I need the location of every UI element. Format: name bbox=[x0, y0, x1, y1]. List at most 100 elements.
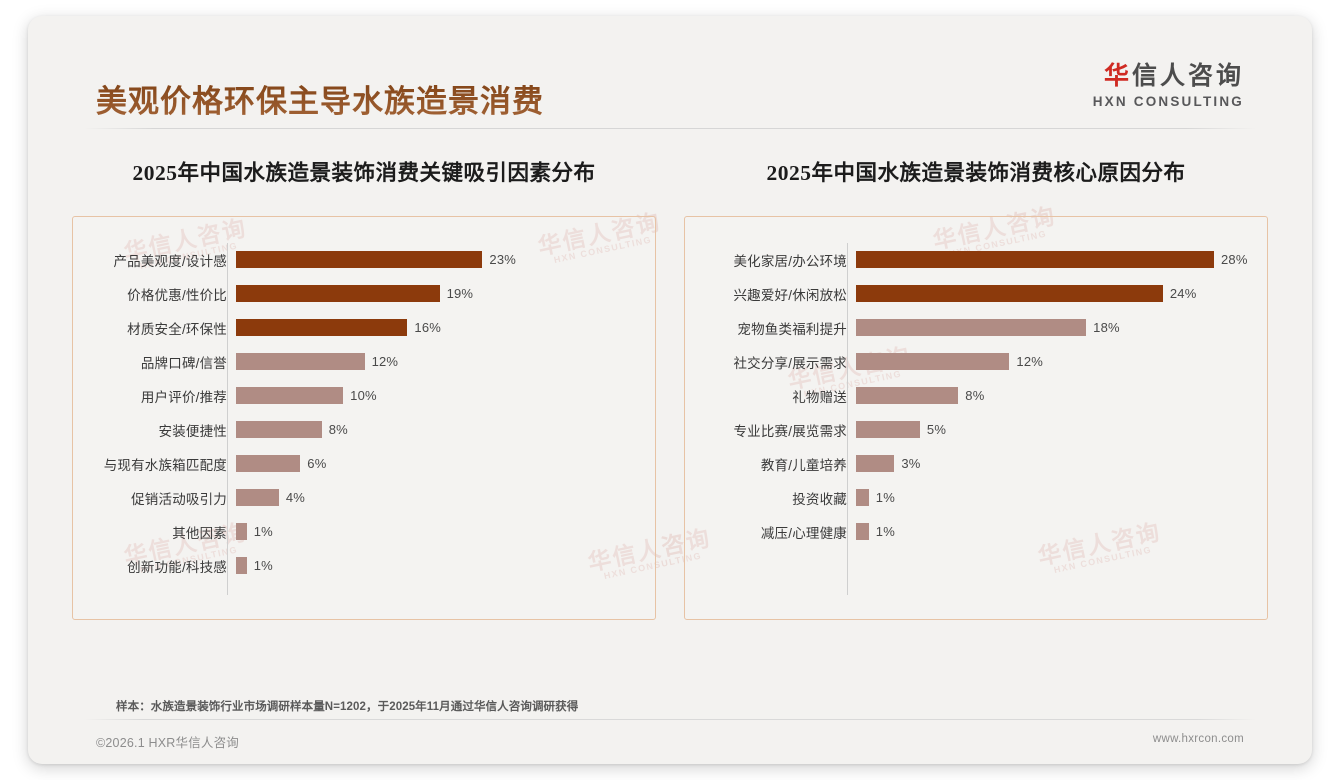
bar-row[interactable]: 专业比赛/展览需求 5% bbox=[699, 413, 1249, 446]
bar-row[interactable]: 投资收藏 1% bbox=[699, 481, 1249, 514]
bar-track: 1% bbox=[856, 523, 1249, 540]
slide: 华信人咨询 HXN CONSULTING 华信人咨询 HXN CONSULTIN… bbox=[28, 16, 1312, 764]
bar-category-label: 材质安全/环保性 bbox=[127, 321, 227, 337]
bar[interactable] bbox=[236, 353, 365, 370]
logo-text-en: HXN CONSULTING bbox=[1092, 94, 1244, 109]
bar[interactable] bbox=[236, 421, 322, 438]
bar-row[interactable]: 安装便捷性 8% bbox=[87, 413, 637, 446]
bar-category-label: 用户评价/推荐 bbox=[140, 389, 227, 405]
bar[interactable] bbox=[236, 455, 301, 472]
bar-row[interactable]: 与现有水族箱匹配度 6% bbox=[87, 447, 637, 480]
bar[interactable] bbox=[236, 285, 440, 302]
bar[interactable] bbox=[856, 523, 869, 540]
bar-category-label: 美化家居/办公环境 bbox=[733, 253, 847, 269]
bar-row[interactable]: 兴趣爱好/休闲放松 24% bbox=[699, 277, 1249, 310]
chart-card-right: 美化家居/办公环境 28% 兴趣爱好/休闲放松 24% 宠物鱼类福利提升 18% 社交分享/… bbox=[684, 216, 1268, 620]
bar[interactable] bbox=[236, 319, 408, 336]
bar-category-label: 减压/心理健康 bbox=[760, 525, 847, 541]
bar-chart-right: 美化家居/办公环境 28% 兴趣爱好/休闲放松 24% 宠物鱼类福利提升 18% 社交分享/… bbox=[699, 243, 1249, 595]
bar-category-label: 兴趣爱好/休闲放松 bbox=[733, 287, 847, 303]
bar[interactable] bbox=[856, 455, 895, 472]
bar-row[interactable]: 创新功能/科技感 1% bbox=[87, 549, 637, 582]
copyright-text: ©2026.1 HXR华信人咨询 bbox=[96, 736, 240, 750]
bar[interactable] bbox=[856, 319, 1087, 336]
bar-track: 8% bbox=[236, 421, 637, 438]
bar-category-label: 价格优惠/性价比 bbox=[127, 287, 227, 303]
bar[interactable] bbox=[236, 557, 247, 574]
bar-value-label: 8% bbox=[328, 422, 348, 437]
bar-category-label: 产品美观度/设计感 bbox=[113, 253, 227, 269]
bar-track: 3% bbox=[856, 455, 1249, 472]
bar[interactable] bbox=[856, 387, 959, 404]
bar-chart-left: 产品美观度/设计感 23% 价格优惠/性价比 19% 材质安全/环保性 16% 品牌口碑/信… bbox=[87, 243, 637, 595]
bar-row[interactable]: 促销活动吸引力 4% bbox=[87, 481, 637, 514]
bar[interactable] bbox=[236, 489, 279, 506]
bar-value-label: 5% bbox=[926, 422, 947, 437]
bar-track: 1% bbox=[856, 489, 1249, 506]
footer-divider bbox=[84, 719, 1256, 720]
website-link[interactable]: www.hxrcon.com bbox=[1152, 733, 1244, 745]
bar[interactable] bbox=[856, 285, 1163, 302]
slide-header: 美观价格环保主导水族造景消费 华信人咨询 HXN CONSULTING bbox=[28, 16, 1312, 122]
bar-row[interactable]: 材质安全/环保性 16% bbox=[87, 311, 637, 344]
logo-text-cn: 华信人咨询 bbox=[1093, 64, 1244, 89]
bar-value-label: 10% bbox=[350, 388, 377, 403]
bar[interactable] bbox=[856, 353, 1010, 370]
bar-value-label: 12% bbox=[371, 354, 399, 369]
bar-row[interactable]: 其他因素 1% bbox=[87, 515, 637, 548]
bar-value-label: 6% bbox=[307, 456, 327, 471]
header-divider bbox=[84, 128, 1256, 129]
category-axis-line bbox=[227, 243, 228, 595]
bar-value-label: 1% bbox=[253, 558, 273, 573]
bar-track: 5% bbox=[856, 421, 1249, 438]
brand-logo: 华信人咨询 HXN CONSULTING bbox=[1093, 64, 1244, 109]
slide-footer: ©2026.1 HXR华信人咨询 www.hxrcon.com bbox=[28, 728, 1312, 758]
bar-track: 24% bbox=[856, 285, 1249, 302]
chart-card-left: 产品美观度/设计感 23% 价格优惠/性价比 19% 材质安全/环保性 16% 品牌口碑/信… bbox=[72, 216, 656, 620]
bar-value-label: 16% bbox=[414, 320, 442, 335]
chart-panel-right: 2025年中国水族造景装饰消费核心原因分布 美化家居/办公环境 28% 兴趣爱好/休… bbox=[670, 156, 1312, 620]
page-title: 美观价格环保主导水族造景消费 bbox=[96, 76, 544, 121]
bar-track: 6% bbox=[236, 455, 637, 472]
category-axis-line bbox=[847, 243, 848, 595]
bar-value-label: 8% bbox=[965, 388, 985, 403]
bar-track: 28% bbox=[856, 251, 1249, 268]
bar-value-label: 1% bbox=[875, 490, 895, 505]
bar-track: 12% bbox=[236, 353, 637, 370]
bar-row[interactable]: 社交分享/展示需求 12% bbox=[699, 345, 1249, 378]
charts-container: 2025年中国水族造景装饰消费关键吸引因素分布 产品美观度/设计感 23% 价格优惠… bbox=[28, 156, 1312, 620]
bar-category-label: 礼物赠送 bbox=[792, 389, 847, 405]
bar-row[interactable]: 美化家居/办公环境 28% bbox=[699, 243, 1249, 276]
bar-track: 1% bbox=[236, 557, 637, 574]
bar[interactable] bbox=[236, 523, 247, 540]
bar-value-label: 19% bbox=[446, 286, 474, 301]
bar-value-label: 4% bbox=[285, 490, 306, 505]
bar-category-label: 投资收藏 bbox=[792, 491, 847, 507]
bar[interactable] bbox=[236, 251, 483, 268]
bar-row[interactable]: 礼物赠送 8% bbox=[699, 379, 1249, 412]
bar-track: 8% bbox=[856, 387, 1249, 404]
chart-title-right: 2025年中国水族造景装饰消费核心原因分布 bbox=[766, 161, 1186, 185]
bar[interactable] bbox=[856, 251, 1214, 268]
bar-row[interactable]: 品牌口碑/信誉 12% bbox=[87, 345, 637, 378]
bar-row[interactable]: 用户评价/推荐 10% bbox=[87, 379, 637, 412]
bar[interactable] bbox=[236, 387, 344, 404]
bar-row[interactable]: 教育/儿童培养 3% bbox=[699, 447, 1249, 480]
logo-accent-char: 华 bbox=[1103, 62, 1132, 90]
bar-value-label: 1% bbox=[253, 524, 273, 539]
bar-track: 19% bbox=[236, 285, 637, 302]
bar-track: 1% bbox=[236, 523, 637, 540]
bar-category-label: 创新功能/科技感 bbox=[127, 559, 227, 575]
bar-category-label: 宠物鱼类福利提升 bbox=[737, 321, 847, 337]
bar-row[interactable]: 减压/心理健康 1% bbox=[699, 515, 1249, 548]
bar-row[interactable]: 产品美观度/设计感 23% bbox=[87, 243, 637, 276]
bar[interactable] bbox=[856, 489, 869, 506]
bar[interactable] bbox=[856, 421, 920, 438]
bar-row[interactable]: 宠物鱼类福利提升 18% bbox=[699, 311, 1249, 344]
bar-category-label: 社交分享/展示需求 bbox=[733, 355, 847, 371]
bar-row[interactable]: 价格优惠/性价比 19% bbox=[87, 277, 637, 310]
bar-value-label: 12% bbox=[1016, 354, 1044, 369]
bar-category-label: 促销活动吸引力 bbox=[131, 491, 227, 507]
bar-value-label: 24% bbox=[1169, 286, 1197, 301]
bar-value-label: 28% bbox=[1221, 252, 1248, 267]
